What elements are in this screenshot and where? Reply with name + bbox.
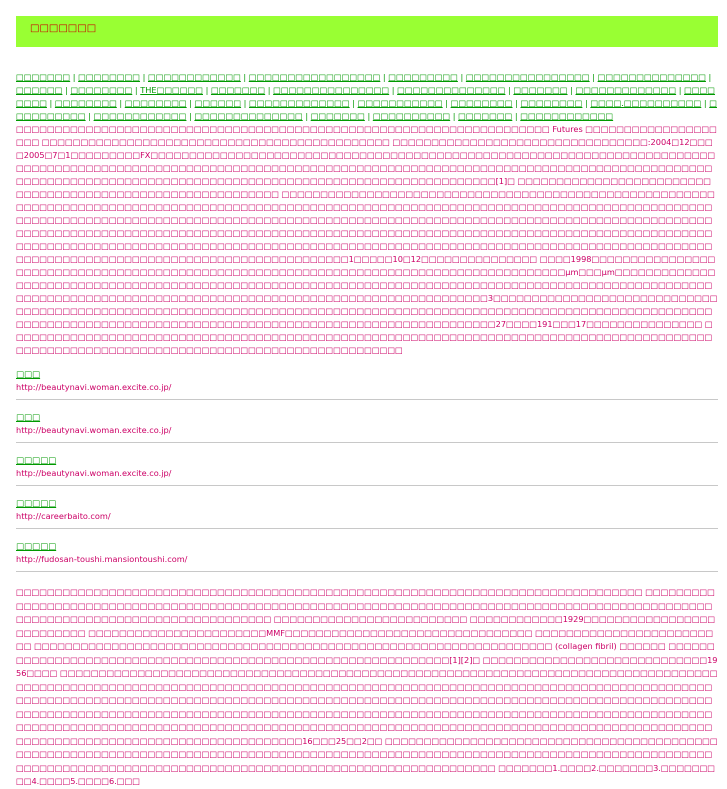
link-separator: | [512, 98, 521, 108]
link-separator: | [132, 85, 141, 95]
nav-link[interactable]: □□□□□□□□ [78, 72, 141, 82]
nav-link[interactable]: □□□□□□□ [458, 111, 513, 121]
nav-link[interactable]: □□□□□□□□ [450, 98, 513, 108]
entry-url: http://careerbaito.com/ [16, 511, 111, 521]
link-separator: | [589, 72, 598, 82]
nav-link[interactable]: □□□□□□□□□□□□□□□□□ [248, 72, 381, 82]
link-separator: | [302, 111, 311, 121]
divider [16, 442, 718, 443]
link-separator: | [186, 111, 195, 121]
nav-link[interactable]: □□□□□□ [194, 98, 242, 108]
link-separator: | [240, 72, 249, 82]
body-paragraph: □□□□□□□□□□□□□□□□□□□□□□□□□□□□□□□□□□□□□□□□… [16, 124, 718, 355]
link-list: □□□□□□□ | □□□□□□□□ | □□□□□□□□□□□□ | □□□□… [16, 71, 718, 123]
entry-url: http://beautynavi.woman.excite.co.jp/ [16, 425, 172, 435]
nav-link[interactable]: □□□□□□□ [310, 111, 365, 121]
nav-link[interactable]: □□□□□□□□□□□□□□□ [273, 85, 390, 95]
link-separator: | [241, 98, 250, 108]
page: □□□□□□□ □□□□□□□ | □□□□□□□□ | □□□□□□□□□□□… [16, 16, 718, 789]
nav-link[interactable]: □□□□□□□□□□□□□□ [194, 111, 303, 121]
nav-link[interactable]: □□□□□□□□□□□□ [147, 72, 241, 82]
nav-link[interactable]: □□□□□□□□□□ [16, 98, 717, 121]
nav-link[interactable]: □□□□□□□□□ [388, 72, 458, 82]
nav-link[interactable]: □□□□□□□□□□□□ [93, 111, 187, 121]
nav-link[interactable]: □□□□□□□□□□□□□□□□ [465, 72, 590, 82]
list-item: □□□ http://beautynavi.woman.excite.co.jp/ [16, 369, 718, 400]
body-paragraph-2: □□□□□□□□□□□□□□□□□□□□□□□□□□□□□□□□□□□□□□□□… [16, 587, 718, 786]
entry-title-link[interactable]: □□□ [16, 370, 41, 380]
nav-link[interactable]: □□□□□□□□□□□□ [520, 111, 614, 121]
list-item: □□□□□ http://fudosan-toushi.mansiontoushi… [16, 541, 718, 572]
divider [16, 571, 718, 572]
list-item: □□□□□ http://beautynavi.woman.excite.co.j… [16, 455, 718, 486]
nav-link[interactable]: □□□□□□□□ [70, 85, 133, 95]
link-separator: | [85, 111, 94, 121]
nav-link[interactable]: □□□□□□□□□□□□□ [249, 98, 350, 108]
link-separator: | [364, 111, 373, 121]
link-separator: | [705, 72, 712, 82]
list-item: □□□□□ http://careerbaito.com/ [16, 498, 718, 529]
nav-link[interactable]: □□□□.□□□□□□□□□□ [590, 98, 702, 108]
nav-link[interactable]: □□□□□□□ [16, 72, 71, 82]
link-separator: | [701, 98, 710, 108]
link-separator: | [450, 111, 459, 121]
link-separator: | [457, 72, 466, 82]
nav-link[interactable]: □□□□□□□□ [54, 98, 117, 108]
nav-link[interactable]: □□□□□□□□ [520, 98, 583, 108]
divider [16, 399, 718, 400]
link-separator: | [676, 85, 685, 95]
entry-url: http://beautynavi.woman.excite.co.jp/ [16, 382, 172, 392]
link-separator: | [186, 98, 195, 108]
link-separator: | [389, 85, 398, 95]
link-separator: | [349, 98, 358, 108]
entry-title-link[interactable]: □□□□□ [16, 499, 57, 509]
nav-link[interactable]: □□□□□□□□□□ [372, 111, 451, 121]
nav-link[interactable]: THE□□□□□□ [140, 85, 203, 95]
link-separator: | [62, 85, 71, 95]
nav-link[interactable]: □□□□□□□□□□□□□□ [597, 72, 706, 82]
entry-url: http://fudosan-toushi.mansiontoushi.com/ [16, 554, 188, 564]
header-bar: □□□□□□□ [16, 16, 718, 47]
link-separator: | [505, 85, 514, 95]
entry-title-link[interactable]: □□□ [16, 413, 41, 423]
nav-link[interactable]: □□□□□□□□ [16, 85, 716, 108]
link-separator: | [265, 85, 274, 95]
nav-link[interactable]: □□□□□□□□□□□□□□ [397, 85, 506, 95]
nav-link[interactable]: □□□□□□□ [210, 85, 266, 95]
nav-link[interactable]: □□□□□□ [16, 85, 63, 95]
link-separator: | [203, 85, 211, 95]
link-separator: | [380, 72, 389, 82]
link-separator: | [140, 72, 148, 82]
nav-link[interactable]: □□□□□□□□□□□ [357, 98, 443, 108]
link-separator: | [582, 98, 591, 108]
entry-url: http://beautynavi.woman.excite.co.jp/ [16, 468, 172, 478]
link-separator: | [46, 98, 55, 108]
divider [16, 485, 718, 486]
entry-title-link[interactable]: □□□□□ [16, 456, 57, 466]
entry-list: □□□ http://beautynavi.woman.excite.co.jp/… [16, 369, 718, 572]
page-title: □□□□□□□ [30, 23, 97, 34]
link-separator: | [442, 98, 451, 108]
link-separator: | [116, 98, 125, 108]
nav-link[interactable]: □□□□□□□ [513, 85, 568, 95]
divider [16, 528, 718, 529]
link-separator: | [512, 111, 521, 121]
link-separator: | [70, 72, 79, 82]
list-item: □□□ http://beautynavi.woman.excite.co.jp/ [16, 412, 718, 443]
nav-link[interactable]: □□□□□□□□□□□□□ [575, 85, 677, 95]
nav-link[interactable]: □□□□□□□□ [124, 98, 187, 108]
link-separator: | [567, 85, 576, 95]
entry-title-link[interactable]: □□□□□ [16, 542, 57, 552]
